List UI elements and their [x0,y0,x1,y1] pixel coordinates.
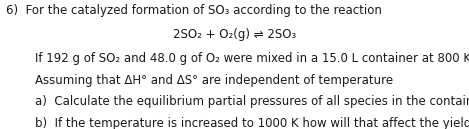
Text: Assuming that ΔH° and ΔS° are independent of temperature: Assuming that ΔH° and ΔS° are independen… [35,74,393,87]
Text: a)  Calculate the equilibrium partial pressures of all species in the container: a) Calculate the equilibrium partial pre… [35,95,469,108]
Text: b)  If the temperature is increased to 1000 K how will that affect the yield of: b) If the temperature is increased to 10… [35,117,469,129]
Text: If 192 g of SO₂ and 48.0 g of O₂ were mixed in a 15.0 L container at 800 K: If 192 g of SO₂ and 48.0 g of O₂ were mi… [35,52,469,65]
Text: 6)  For the catalyzed formation of SO₃ according to the reaction: 6) For the catalyzed formation of SO₃ ac… [6,4,381,17]
Text: 2SO₂ + O₂(g) ⇌ 2SO₃: 2SO₂ + O₂(g) ⇌ 2SO₃ [173,28,296,41]
